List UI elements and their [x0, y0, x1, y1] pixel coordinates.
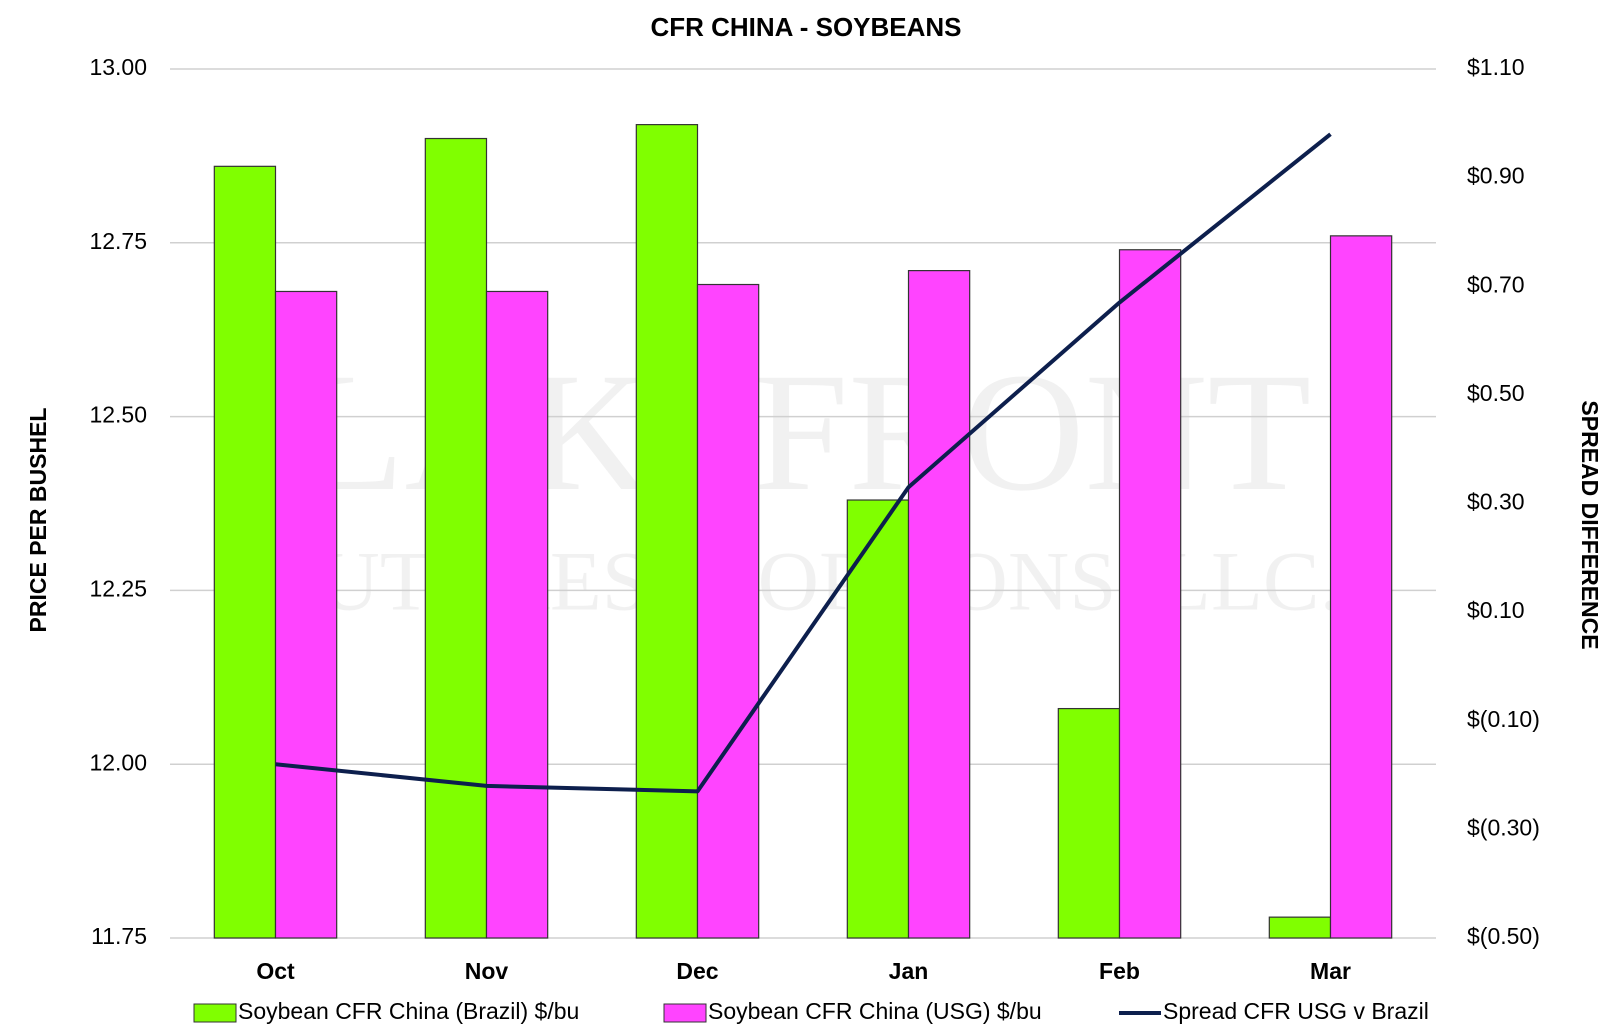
y-tick-label: 13.00	[89, 54, 147, 80]
y-tick-label: 12.75	[89, 228, 147, 254]
bar	[696, 283, 760, 939]
y2-tick-label: $0.30	[1467, 489, 1525, 515]
x-tick-label: Nov	[465, 958, 509, 984]
y2-tick-label: $0.70	[1467, 271, 1525, 297]
y-tick-label: 12.50	[89, 402, 147, 428]
y2-tick-label: $(0.50)	[1467, 923, 1540, 949]
bar	[1057, 707, 1121, 939]
bar	[213, 165, 277, 939]
legend-label: Soybean CFR China (Brazil) $/bu	[238, 998, 579, 1024]
bar	[907, 270, 971, 939]
y2-tick-label: $1.10	[1467, 54, 1525, 80]
legend-label: Soybean CFR China (USG) $/bu	[708, 998, 1042, 1024]
bar	[485, 290, 549, 939]
bar	[424, 137, 488, 939]
bar	[635, 124, 699, 939]
y-axis-title: PRICE PER BUSHEL	[25, 408, 51, 633]
x-tick-label: Jan	[889, 958, 929, 984]
y2-tick-label: $(0.10)	[1467, 706, 1540, 732]
legend-label: Spread CFR USG v Brazil	[1163, 998, 1429, 1024]
y2-axis-title: SPREAD DIFFERENCE	[1577, 400, 1603, 649]
y2-tick-label: $0.10	[1467, 597, 1525, 623]
y2-tick-label: $0.90	[1467, 163, 1525, 189]
y2-tick-label: $(0.30)	[1467, 814, 1540, 840]
bar	[1118, 249, 1182, 939]
bar	[846, 499, 910, 939]
chart-title: CFR CHINA - SOYBEANS	[650, 12, 961, 42]
y-tick-label: 12.00	[89, 749, 147, 775]
y-tick-label: 12.25	[89, 575, 147, 601]
bar	[1268, 916, 1332, 939]
x-tick-label: Oct	[256, 958, 295, 984]
bar	[274, 290, 338, 939]
y2-tick-label: $0.50	[1467, 380, 1525, 406]
x-tick-label: Feb	[1099, 958, 1140, 984]
legend-swatch	[193, 1003, 237, 1023]
legend-swatch	[663, 1003, 707, 1023]
line	[275, 132, 1332, 794]
y-tick-label: 11.75	[91, 923, 147, 949]
x-tick-label: Mar	[1310, 958, 1351, 984]
x-tick-label: Dec	[676, 958, 718, 984]
bar	[1329, 235, 1393, 939]
